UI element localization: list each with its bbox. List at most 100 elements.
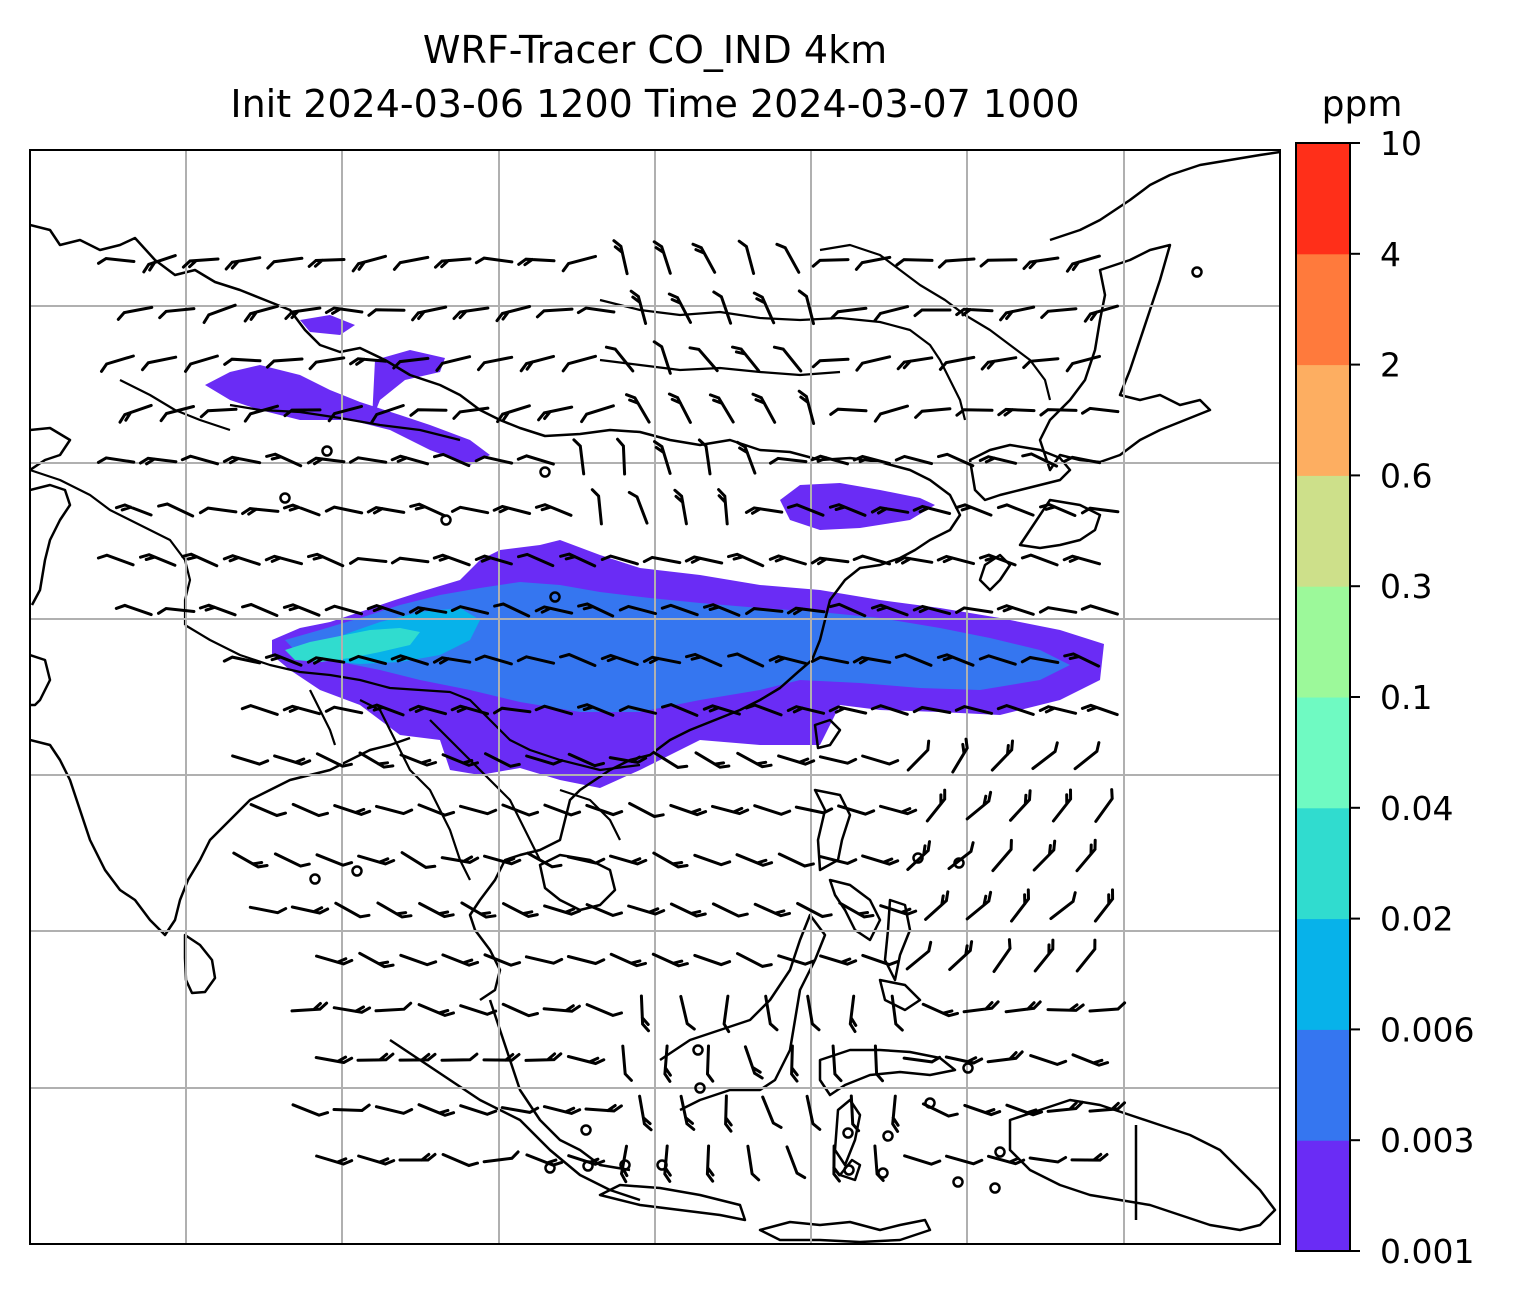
wind-barb: [1073, 741, 1101, 771]
calm-wind-marker: [321, 445, 333, 457]
wind-barb: [627, 904, 666, 916]
wind-barb: [693, 953, 732, 967]
wind-barb: [324, 505, 364, 515]
wind-barb: [584, 1104, 623, 1113]
tracer-plume: [205, 315, 1104, 788]
wind-barb: [991, 838, 1013, 873]
wind-barb: [705, 1044, 715, 1083]
wind-barb: [673, 488, 688, 526]
wind-barb: [1088, 1101, 1126, 1113]
wind-barb: [669, 902, 707, 918]
wind-barb: [223, 357, 262, 366]
wind-barb: [1005, 1103, 1044, 1117]
wind-barb: [184, 354, 219, 373]
wind-barb: [737, 239, 756, 275]
wind-barb: [1051, 788, 1073, 823]
wind-barb: [996, 604, 1035, 616]
wind-barb: [938, 355, 976, 371]
wind-barb: [291, 1103, 330, 1117]
wind-barb: [1020, 553, 1059, 567]
wind-barb: [745, 607, 784, 615]
wind-barb: [786, 606, 826, 616]
wind-barb: [684, 555, 724, 565]
calm-wind-marker: [694, 1082, 706, 1094]
wind-barb: [945, 1154, 984, 1166]
wind-barb: [828, 503, 867, 517]
colorbar-tick-label: 0.006: [1380, 1010, 1474, 1049]
wind-barb: [944, 1055, 984, 1065]
calm-wind-marker: [877, 1167, 889, 1179]
wind-barb: [625, 393, 651, 424]
wind-barb: [1062, 455, 1102, 465]
wind-barb: [264, 554, 303, 566]
wind-barb: [534, 503, 573, 517]
wind-barb: [717, 488, 729, 526]
wind-barb: [222, 554, 261, 566]
wind-barb: [902, 1055, 942, 1064]
wind-barb: [621, 1044, 633, 1082]
wind-barb: [652, 240, 672, 275]
wind-barb: [870, 603, 909, 617]
calm-wind-marker: [842, 1127, 854, 1139]
wind-barb: [534, 704, 573, 716]
wind-barb: [831, 1044, 843, 1083]
wind-barb: [925, 788, 947, 823]
wind-barb: [306, 656, 346, 665]
calm-wind-marker: [619, 1159, 631, 1171]
wind-barb: [996, 704, 1035, 716]
wind-barb: [837, 804, 876, 816]
wind-barb: [849, 1094, 861, 1133]
wind-barb: [585, 1003, 623, 1017]
wind-barb: [1032, 839, 1057, 872]
wind-barb: [399, 953, 438, 967]
wind-barb: [691, 242, 717, 274]
wind-barb: [663, 1144, 672, 1183]
colorbar-tick-label: 0.1: [1380, 678, 1432, 717]
wind-barb: [566, 1055, 606, 1066]
wind-barb: [283, 408, 322, 418]
wind-barb: [142, 254, 177, 274]
wind-barb: [483, 953, 522, 967]
wind-barb: [829, 602, 867, 618]
wind-barb: [642, 655, 682, 665]
wind-barb: [158, 307, 196, 320]
wind-barb: [282, 603, 321, 617]
wind-barb: [712, 290, 733, 325]
wind-barb: [543, 904, 582, 916]
wind-barb: [306, 456, 346, 466]
wind-barb: [722, 994, 731, 1034]
wind-barb: [903, 1154, 942, 1166]
wind-barb: [333, 804, 372, 816]
wind-barb: [1065, 354, 1101, 373]
wind-barb: [315, 1154, 354, 1166]
wind-barb: [417, 1103, 456, 1117]
wind-barb: [1093, 888, 1115, 923]
wind-barb: [962, 1000, 1000, 1014]
wind-barb: [585, 803, 624, 817]
wind-barb: [517, 552, 555, 568]
wind-barb: [775, 242, 801, 274]
wind-barb: [157, 502, 195, 518]
wind-barb: [474, 554, 513, 566]
colorbar-segment: [1296, 918, 1350, 1030]
wind-barb: [1010, 888, 1031, 923]
wind-barb: [727, 652, 765, 668]
wind-barb: [838, 901, 875, 919]
wind-barb: [496, 404, 531, 424]
wind-barb: [996, 503, 1035, 517]
wind-barb: [1040, 307, 1078, 319]
wind-barb: [375, 804, 414, 816]
wind-barb: [357, 854, 396, 866]
wind-barb: [314, 1055, 354, 1065]
wind-barb: [459, 1104, 498, 1116]
wind-barb: [785, 1145, 807, 1180]
wind-barb: [796, 902, 833, 919]
wind-barb: [653, 440, 672, 475]
wind-barb: [366, 506, 406, 515]
wind-barb: [516, 454, 555, 466]
wind-barb: [559, 552, 597, 568]
colorbar-tick-label: 0.3: [1380, 567, 1432, 606]
wind-barb: [609, 854, 648, 866]
wind-barb: [264, 653, 303, 667]
wind-barb: [861, 953, 900, 967]
